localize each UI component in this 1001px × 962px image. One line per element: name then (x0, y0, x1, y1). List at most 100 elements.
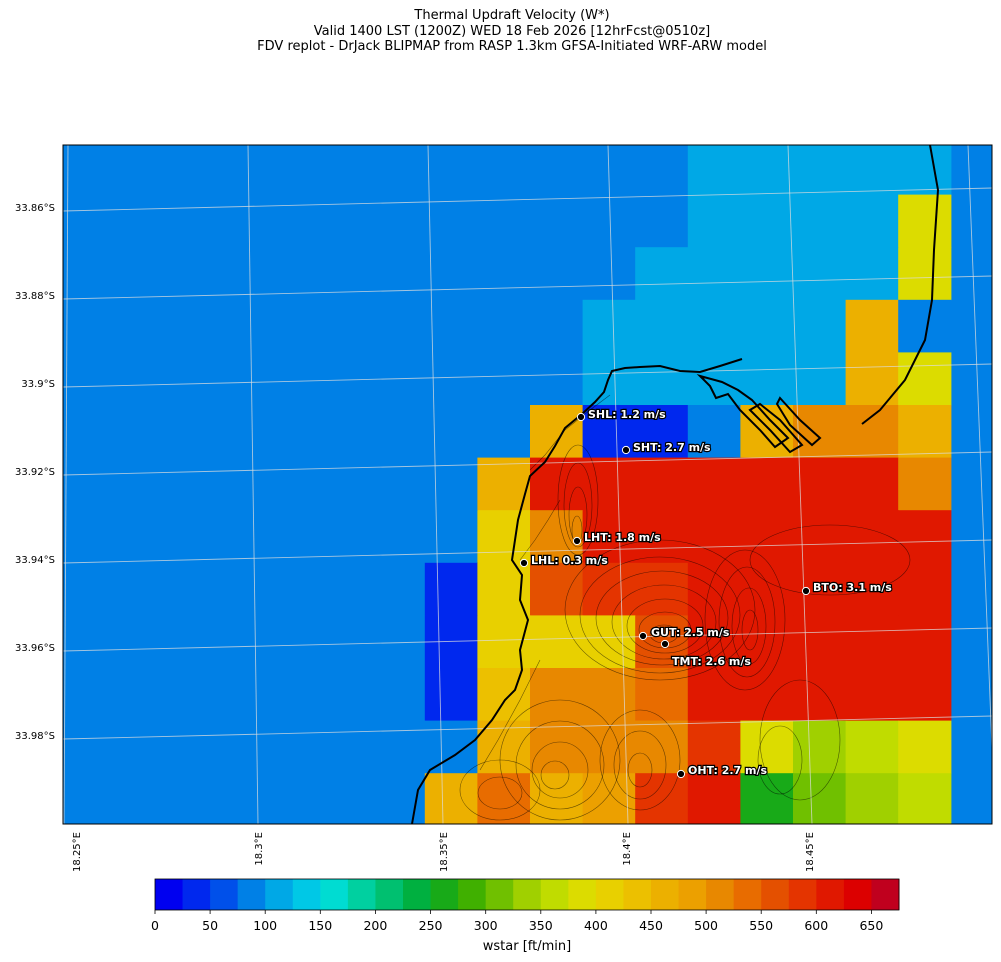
field-cell (424, 299, 478, 353)
field-cell (687, 668, 741, 722)
field-cell (582, 720, 636, 774)
field-cell (530, 615, 584, 669)
field-cell (635, 247, 689, 301)
field-cell (214, 405, 268, 459)
field-cell (424, 668, 478, 722)
station-tmt[interactable]: TMT: 2.6 m/s (660, 639, 753, 669)
figure-titles: Thermal Updraft Velocity (W*) Valid 1400… (0, 8, 1001, 55)
field-cell (63, 773, 110, 824)
station-lhl[interactable]: LHL: 0.3 m/s (519, 553, 609, 568)
field-cell (740, 826, 793, 879)
station-lht[interactable]: LHT: 1.8 m/s (572, 530, 662, 545)
field-cell (530, 510, 584, 564)
colorbar-swatch (623, 879, 652, 910)
field-cell (63, 562, 110, 616)
field-cell (267, 615, 321, 669)
field-cell (793, 194, 847, 248)
field-cell (267, 457, 321, 511)
field-cell (635, 299, 689, 353)
field-cell (162, 826, 215, 879)
colorbar-frame (154, 878, 900, 911)
station-label-oht: OHT: 2.7 m/s (688, 764, 767, 777)
field-cell (214, 773, 268, 824)
lat-label: 33.94°S (15, 555, 55, 566)
field-cell (740, 720, 794, 774)
colorbar-swatch (540, 879, 569, 910)
wstar-field-grid (4, 145, 992, 879)
field-cell (161, 194, 215, 248)
field-cell (898, 145, 952, 196)
field-cell (109, 247, 163, 301)
station-oht[interactable]: OHT: 2.7 m/s (676, 763, 769, 778)
field-cell (687, 773, 741, 824)
field-cell (267, 773, 321, 824)
field-cell (582, 194, 636, 248)
field-cell (530, 826, 583, 879)
station-bto[interactable]: BTO: 3.1 m/s (801, 580, 893, 595)
field-cell (63, 247, 110, 301)
colorbar-tick-label: 100 (253, 918, 277, 933)
field-cell (740, 405, 794, 459)
station-label-lhl: LHL: 0.3 m/s (531, 554, 608, 567)
field-cell (372, 826, 425, 879)
field-cell (319, 145, 373, 196)
lon-label: 18.3°E (254, 832, 265, 866)
field-cell (687, 145, 741, 196)
field-cell (687, 457, 741, 511)
field-cell (109, 615, 163, 669)
field-cell (214, 145, 268, 196)
field-cell (530, 405, 584, 459)
colorbar-swatch (651, 879, 680, 910)
field-cell (477, 510, 531, 564)
station-gut[interactable]: GUT: 2.5 m/s (638, 625, 731, 640)
field-cell (740, 145, 794, 196)
field-cell (898, 668, 952, 722)
colorbar-tick-label: 650 (859, 918, 883, 933)
field-cell (845, 668, 899, 722)
field-cell (4, 563, 57, 616)
field-cell (109, 668, 163, 722)
map-frame (62, 144, 993, 825)
field-cell (845, 194, 899, 248)
field-cell (372, 562, 426, 616)
colorbar-tick-label: 150 (308, 918, 332, 933)
colorbar-tick-label: 200 (363, 918, 387, 933)
field-cell (267, 247, 321, 301)
field-cell (63, 615, 110, 669)
field-cell (845, 562, 899, 616)
field-cell (267, 562, 321, 616)
field-cell (320, 826, 373, 879)
field-cell (214, 457, 268, 511)
colorbar-swatch (761, 879, 790, 910)
field-cell (845, 773, 899, 824)
field-cell (267, 145, 321, 196)
field-cell (530, 562, 584, 616)
colorbar-swatch (292, 879, 321, 910)
colorbar-swatch (706, 879, 735, 910)
field-cell (161, 457, 215, 511)
field-cell (635, 145, 689, 196)
field-cell (740, 352, 794, 406)
field-cell (687, 720, 741, 774)
figure-subtitle-model: FDV replot - DrJack BLIPMAP from RASP 1.… (257, 39, 767, 54)
field-cell (898, 510, 952, 564)
colorbar-swatch (265, 879, 294, 910)
station-shl[interactable]: SHL: 1.2 m/s (576, 407, 667, 422)
field-cell (4, 773, 57, 826)
latitude-labels: 33.86°S 33.88°S 33.9°S 33.92°S 33.94°S 3… (15, 203, 55, 742)
field-cell (161, 562, 215, 616)
field-cell (372, 405, 426, 459)
station-sht[interactable]: SHT: 2.7 m/s (621, 440, 712, 455)
field-cell (319, 668, 373, 722)
field-cell (424, 405, 478, 459)
field-cell (4, 405, 57, 458)
field-cell (372, 299, 426, 353)
field-cell (425, 826, 478, 879)
field-cell (424, 194, 478, 248)
colorbar-swatch (485, 879, 514, 910)
field-cell (424, 457, 478, 511)
lat-label: 33.9°S (21, 379, 55, 390)
field-cell (319, 615, 373, 669)
field-cell (793, 562, 847, 616)
